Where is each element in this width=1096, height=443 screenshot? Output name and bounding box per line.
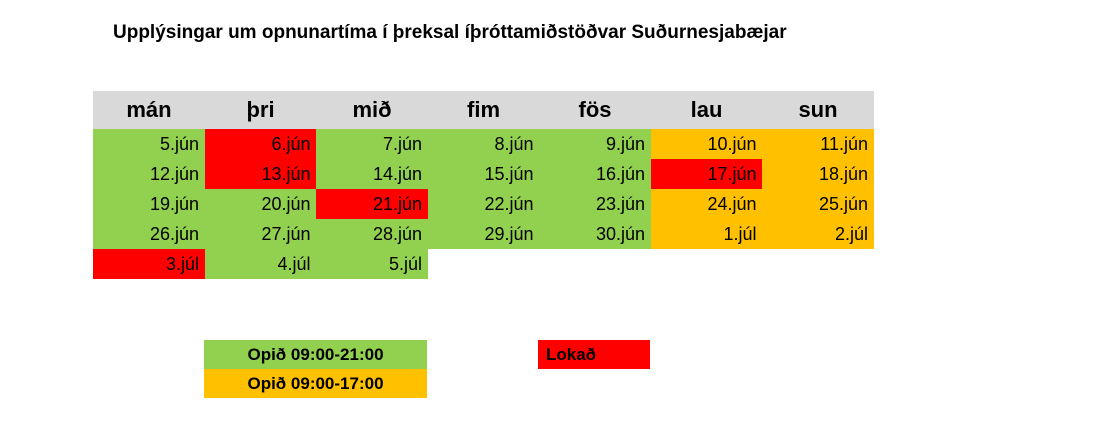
header-cell: fös [539, 91, 651, 129]
day-cell: 22.jún [427, 189, 540, 219]
legend-item: Opið 09:00-17:00 [204, 369, 427, 398]
day-cell: 11.jún [762, 129, 874, 159]
day-cell: 8.jún [427, 129, 540, 159]
day-cell: 3.júl [93, 249, 205, 279]
day-cell: 12.jún [93, 159, 205, 189]
legend-item: Opið 09:00-21:00 [204, 340, 427, 369]
header-cell: lau [650, 91, 763, 129]
header-cell: mán [93, 91, 205, 129]
day-cell: 25.jún [762, 189, 874, 219]
day-cell: 5.júl [316, 249, 428, 279]
header-cell: þri [204, 91, 317, 129]
day-cell: 18.jún [762, 159, 874, 189]
day-cell: 9.jún [539, 129, 651, 159]
day-cell: 1.júl [650, 219, 763, 249]
day-cell: 26.jún [93, 219, 205, 249]
day-cell: 19.jún [93, 189, 205, 219]
day-cell: 16.jún [539, 159, 651, 189]
title: Upplýsingar um opnunartíma í þreksal íþr… [113, 22, 787, 43]
day-cell: 7.jún [316, 129, 428, 159]
day-cell: 21.jún [316, 189, 428, 219]
header-cell: fim [427, 91, 540, 129]
day-cell: 24.jún [650, 189, 763, 219]
day-cell: 20.jún [204, 189, 317, 219]
day-cell: 5.jún [93, 129, 205, 159]
day-cell: 6.jún [204, 129, 317, 159]
day-cell: 28.jún [316, 219, 428, 249]
day-cell: 13.jún [204, 159, 317, 189]
day-cell: 30.jún [539, 219, 651, 249]
day-cell: 14.jún [316, 159, 428, 189]
day-cell: 4.júl [204, 249, 317, 279]
header-cell: sun [762, 91, 874, 129]
day-cell: 15.jún [427, 159, 540, 189]
day-cell: 29.jún [427, 219, 540, 249]
header-cell: mið [316, 91, 428, 129]
day-cell: 27.jún [204, 219, 317, 249]
legend-item: Lokað [538, 340, 650, 369]
day-cell: 2.júl [762, 219, 874, 249]
day-cell: 17.jún [650, 159, 763, 189]
day-cell: 23.jún [539, 189, 651, 219]
day-cell: 10.jún [650, 129, 763, 159]
